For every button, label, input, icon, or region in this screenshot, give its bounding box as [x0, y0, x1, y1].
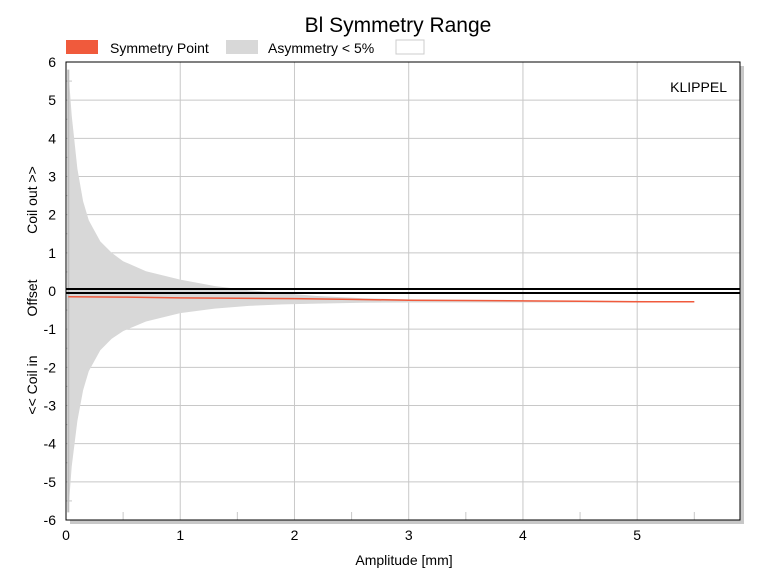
- y-tick-label: -6: [44, 512, 57, 528]
- y-tick-label: 4: [48, 130, 56, 146]
- y-tick-label: -3: [44, 398, 57, 414]
- y-tick-label: -1: [44, 321, 57, 337]
- y-tick-label: -5: [44, 474, 57, 490]
- y-tick-label: 6: [48, 54, 56, 70]
- x-tick-label: 1: [176, 527, 184, 543]
- legend-label-symmetry-point: Symmetry Point: [110, 40, 209, 56]
- y-tick-label: -4: [44, 436, 57, 452]
- x-tick-labels: 0 1 2 3 4 5: [62, 527, 641, 543]
- plot-area: KLIPPEL: [65, 61, 744, 524]
- legend-swatch-symmetry-point: [66, 40, 98, 54]
- reference-line-layer: [66, 288, 740, 294]
- y-tick-label: -2: [44, 359, 57, 375]
- x-axis-label: Amplitude [mm]: [355, 552, 452, 568]
- legend-swatch-asymmetry: [226, 40, 258, 54]
- y-tick-label: 0: [48, 283, 56, 299]
- chart-title: Bl Symmetry Range: [305, 14, 492, 37]
- grid: [66, 62, 740, 520]
- y-tick-labels: 6 5 4 3 2 1 0 -1 -2 -3 -4 -5 -6: [44, 54, 57, 528]
- x-tick-label: 2: [291, 527, 299, 543]
- x-tick-label: 3: [405, 527, 413, 543]
- legend-label-asymmetry: Asymmetry < 5%: [268, 40, 374, 56]
- y-tick-label: 2: [48, 207, 56, 223]
- x-tick-label: 5: [633, 527, 641, 543]
- y-tick-label: 3: [48, 169, 56, 185]
- y-axis-label-offset: Offset: [24, 279, 40, 316]
- y-axis-label-coil-in: << Coil in: [24, 355, 40, 414]
- asymmetry-band-layer: [67, 69, 695, 513]
- legend-swatch-blank: [395, 39, 425, 55]
- y-axis-label-coil-out: Coil out >>: [24, 166, 40, 234]
- symmetry-point-line: [68, 295, 695, 303]
- y-tick-label: 5: [48, 92, 56, 108]
- x-tick-label: 4: [519, 527, 527, 543]
- symmetry-line-layer: [68, 295, 695, 303]
- x-tick-label: 0: [62, 527, 70, 543]
- legend: Symmetry Point Asymmetry < 5%: [66, 39, 425, 56]
- plot-border: [65, 61, 741, 521]
- asymmetry-band: [68, 69, 695, 513]
- klippel-watermark: KLIPPEL: [670, 79, 727, 95]
- y-tick-label: 1: [48, 245, 56, 261]
